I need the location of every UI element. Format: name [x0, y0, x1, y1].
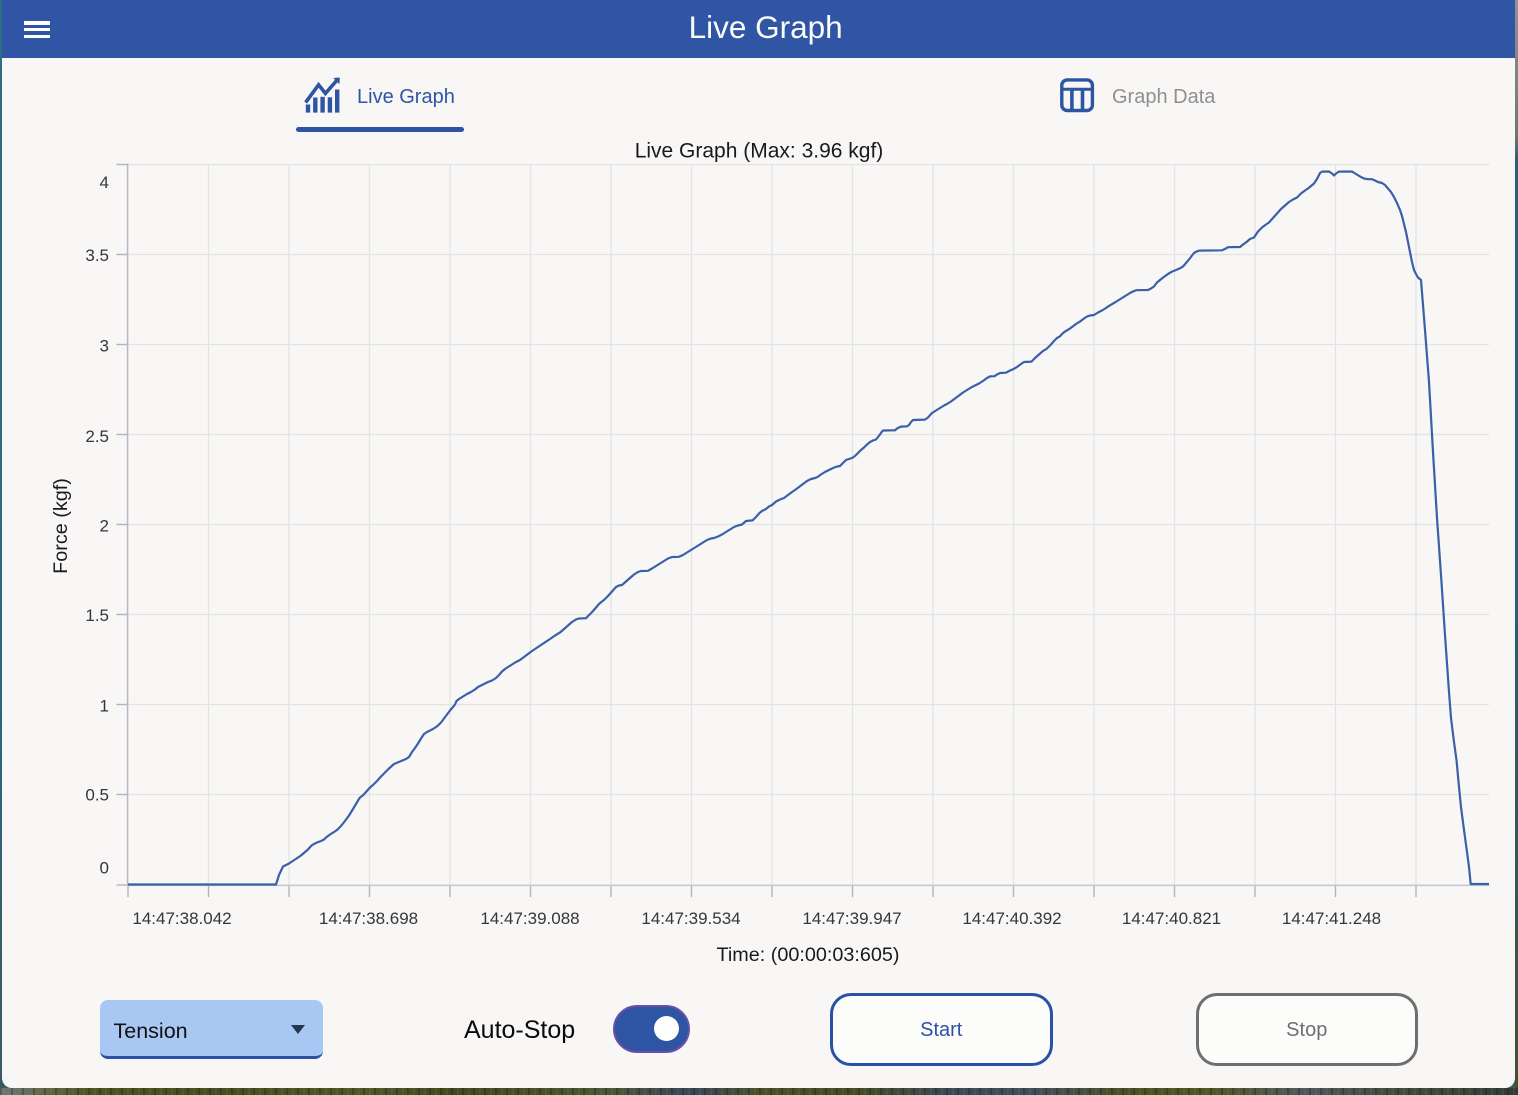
svg-text:14:47:39.534: 14:47:39.534	[641, 909, 740, 928]
svg-text:Force (kgf): Force (kgf)	[50, 478, 72, 574]
svg-text:2.5: 2.5	[85, 427, 109, 446]
svg-text:4: 4	[100, 173, 109, 192]
svg-text:Live Graph (Max: 3.96 kgf): Live Graph (Max: 3.96 kgf)	[635, 140, 884, 163]
svg-text:Time: (00:00:03:605): Time: (00:00:03:605)	[717, 944, 900, 966]
svg-text:3.5: 3.5	[85, 246, 109, 265]
svg-text:14:47:41.248: 14:47:41.248	[1282, 909, 1381, 928]
svg-text:14:47:40.392: 14:47:40.392	[962, 909, 1061, 928]
svg-text:14:47:39.088: 14:47:39.088	[480, 909, 579, 928]
svg-text:14:47:39.947: 14:47:39.947	[802, 909, 901, 928]
svg-text:14:47:38.698: 14:47:38.698	[319, 909, 418, 928]
svg-text:1.5: 1.5	[85, 606, 109, 625]
svg-text:0: 0	[100, 859, 109, 878]
svg-text:14:47:38.042: 14:47:38.042	[132, 909, 231, 928]
svg-text:1: 1	[100, 697, 109, 716]
svg-text:3: 3	[100, 337, 109, 356]
svg-text:2: 2	[100, 517, 109, 536]
svg-text:0.5: 0.5	[85, 786, 109, 805]
svg-text:14:47:40.821: 14:47:40.821	[1122, 909, 1221, 928]
